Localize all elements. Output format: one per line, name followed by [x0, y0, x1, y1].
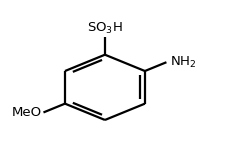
Text: MeO: MeO: [11, 106, 42, 119]
Text: NH$_2$: NH$_2$: [170, 55, 196, 70]
Text: SO$_3$H: SO$_3$H: [87, 21, 123, 36]
